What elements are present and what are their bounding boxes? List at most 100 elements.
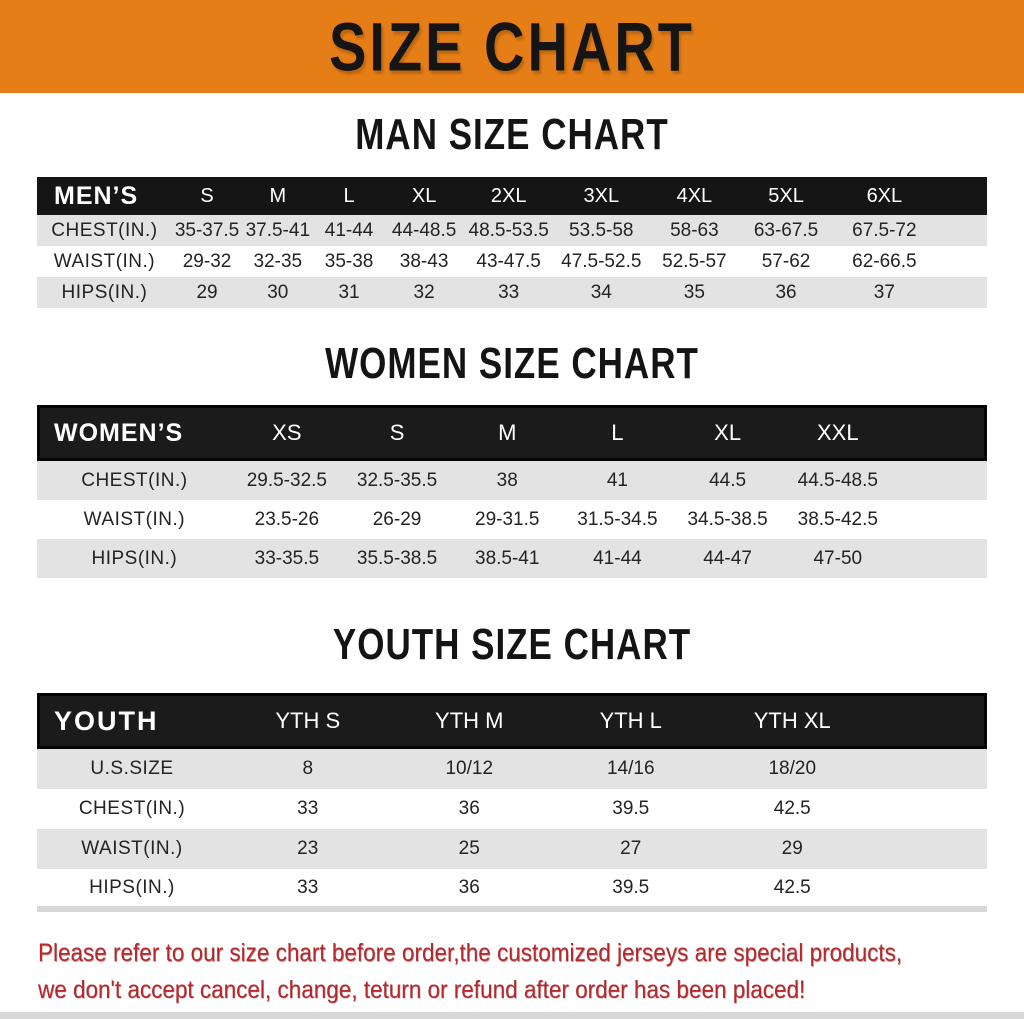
cell-filler <box>893 539 987 578</box>
size-cell: 31.5-34.5 <box>577 508 658 530</box>
size-cell: 42.5 <box>773 798 811 819</box>
size-cell: 29 <box>781 838 803 859</box>
size-cell: 29 <box>196 281 218 303</box>
youth-header-row: YOUTH YTH S YTH M YTH L YTH XL <box>37 693 987 749</box>
size-cell: 38.5-41 <box>475 547 540 569</box>
size-cell: 23 <box>297 838 319 859</box>
column-header: M <box>269 184 287 207</box>
womens-size-table: WOMEN’S XS S M L XL XXL CHEST(IN.) 29.5-… <box>37 405 987 578</box>
size-cell: 42.5 <box>773 876 811 898</box>
table-row: HIPS(IN.) 33 36 39.5 42.5 <box>37 869 987 909</box>
size-cell: 48.5-53.5 <box>468 219 549 241</box>
size-cell: 37.5-41 <box>245 219 311 241</box>
size-cell: 33 <box>297 876 319 898</box>
size-cell: 25 <box>458 838 480 859</box>
size-cell: 41-44 <box>324 219 374 241</box>
size-cell: 44.5-48.5 <box>797 469 878 491</box>
size-cell: 38.5-42.5 <box>797 508 878 530</box>
row-label: WAIST(IN.) <box>83 508 186 530</box>
table-row: HIPS(IN.) 29 30 31 32 33 34 35 36 37 <box>37 277 987 308</box>
women-section-heading: WOMEN SIZE CHART <box>0 339 1024 388</box>
row-label: CHEST(IN.) <box>51 219 158 241</box>
size-cell: 36 <box>458 798 480 819</box>
youth-size-table: YOUTH YTH S YTH M YTH L YTH XL U.S.SIZE … <box>37 693 987 912</box>
size-cell: 63-67.5 <box>753 219 819 241</box>
column-header: L <box>611 420 624 445</box>
row-label: U.S.SIZE <box>90 758 174 779</box>
youth-section-heading: YOUTH SIZE CHART <box>0 620 1024 669</box>
column-header: YTH L <box>599 708 662 733</box>
size-cell: 39.5 <box>612 876 650 898</box>
mens-corner-label: MEN’S <box>54 181 139 210</box>
size-cell: 38-43 <box>399 250 449 272</box>
table-row: CHEST(IN.) 35-37.5 37.5-41 41-44 44-48.5… <box>37 215 987 246</box>
disclaimer-line-2: we don't accept cancel, change, teturn o… <box>38 975 806 1004</box>
size-cell: 35-38 <box>324 250 374 272</box>
size-cell: 44.5 <box>709 469 747 491</box>
size-cell: 52.5-57 <box>662 250 727 272</box>
size-cell: 38 <box>496 469 518 491</box>
header-filler <box>873 693 987 749</box>
size-cell: 67.5-72 <box>852 219 917 241</box>
row-label: HIPS(IN.) <box>61 281 148 303</box>
cell-filler <box>937 246 987 277</box>
size-cell: 37 <box>873 281 895 303</box>
column-header: XL <box>411 184 437 207</box>
cell-filler <box>873 829 987 869</box>
mens-header-row: MEN’S S M L XL 2XL 3XL 4XL 5XL 6XL <box>37 177 987 215</box>
cell-filler <box>937 277 987 308</box>
size-cell: 44-48.5 <box>391 219 457 241</box>
size-cell: 41-44 <box>593 547 642 569</box>
size-cell: 34 <box>590 281 612 303</box>
size-cell: 26-29 <box>372 508 422 530</box>
size-cell: 35-37.5 <box>174 219 240 241</box>
size-chart-banner: SIZE CHART <box>0 0 1024 93</box>
size-cell: 30 <box>267 281 289 303</box>
men-section-heading-text: MAN SIZE CHART <box>355 110 669 159</box>
size-cell: 29-32 <box>182 250 232 272</box>
size-cell: 8 <box>302 758 314 779</box>
size-cell: 35 <box>683 281 705 303</box>
size-cell: 62-66.5 <box>852 250 917 272</box>
size-cell: 58-63 <box>670 219 719 241</box>
women-section-heading-text: WOMEN SIZE CHART <box>325 339 699 388</box>
size-cell: 36 <box>775 281 797 303</box>
size-cell: 29.5-32.5 <box>246 469 327 491</box>
size-cell: 44-47 <box>703 547 752 569</box>
column-header: L <box>343 184 355 207</box>
size-cell: 32-35 <box>253 250 303 272</box>
size-cell: 41 <box>606 469 628 491</box>
table-row: CHEST(IN.) 29.5-32.5 32.5-35.5 38 41 44.… <box>37 461 987 500</box>
size-cell: 34.5-38.5 <box>687 508 768 530</box>
youth-section-heading-text: YOUTH SIZE CHART <box>332 620 692 669</box>
column-header: M <box>498 420 517 445</box>
table-row: WAIST(IN.) 23 25 27 29 <box>37 829 987 869</box>
header-filler <box>937 177 987 215</box>
column-header: 5XL <box>768 184 804 207</box>
size-cell: 47-50 <box>813 547 863 569</box>
size-cell: 10/12 <box>445 758 494 779</box>
column-header: YTH M <box>435 708 504 733</box>
row-label: WAIST(IN.) <box>81 838 183 859</box>
row-label: CHEST(IN.) <box>81 469 188 491</box>
mens-size-table: MEN’S S M L XL 2XL 3XL 4XL 5XL 6XL CHEST… <box>37 177 987 308</box>
size-cell: 33 <box>498 281 520 303</box>
size-cell: 53.5-58 <box>569 219 634 241</box>
column-header: XL <box>714 420 742 445</box>
disclaimer-line-1: Please refer to our size chart before or… <box>38 938 903 967</box>
table-row: HIPS(IN.) 33-35.5 35.5-38.5 38.5-41 41-4… <box>37 539 987 578</box>
size-cell: 29-31.5 <box>475 508 540 530</box>
cell-filler <box>873 749 987 789</box>
column-header: 6XL <box>866 184 903 207</box>
womens-corner-label: WOMEN’S <box>54 418 184 447</box>
size-cell: 23.5-26 <box>254 508 320 530</box>
column-header: XXL <box>817 420 859 445</box>
disclaimer-text: Please refer to our size chart before or… <box>38 934 1024 1008</box>
table-row: U.S.SIZE 8 10/12 14/16 18/20 <box>37 749 987 789</box>
column-header: YTH S <box>275 708 341 733</box>
men-section-heading: MAN SIZE CHART <box>0 110 1024 159</box>
size-cell: 18/20 <box>768 758 817 779</box>
youth-corner-label: YOUTH <box>54 705 159 736</box>
size-cell: 32 <box>413 281 435 303</box>
size-cell: 47.5-52.5 <box>561 250 642 272</box>
